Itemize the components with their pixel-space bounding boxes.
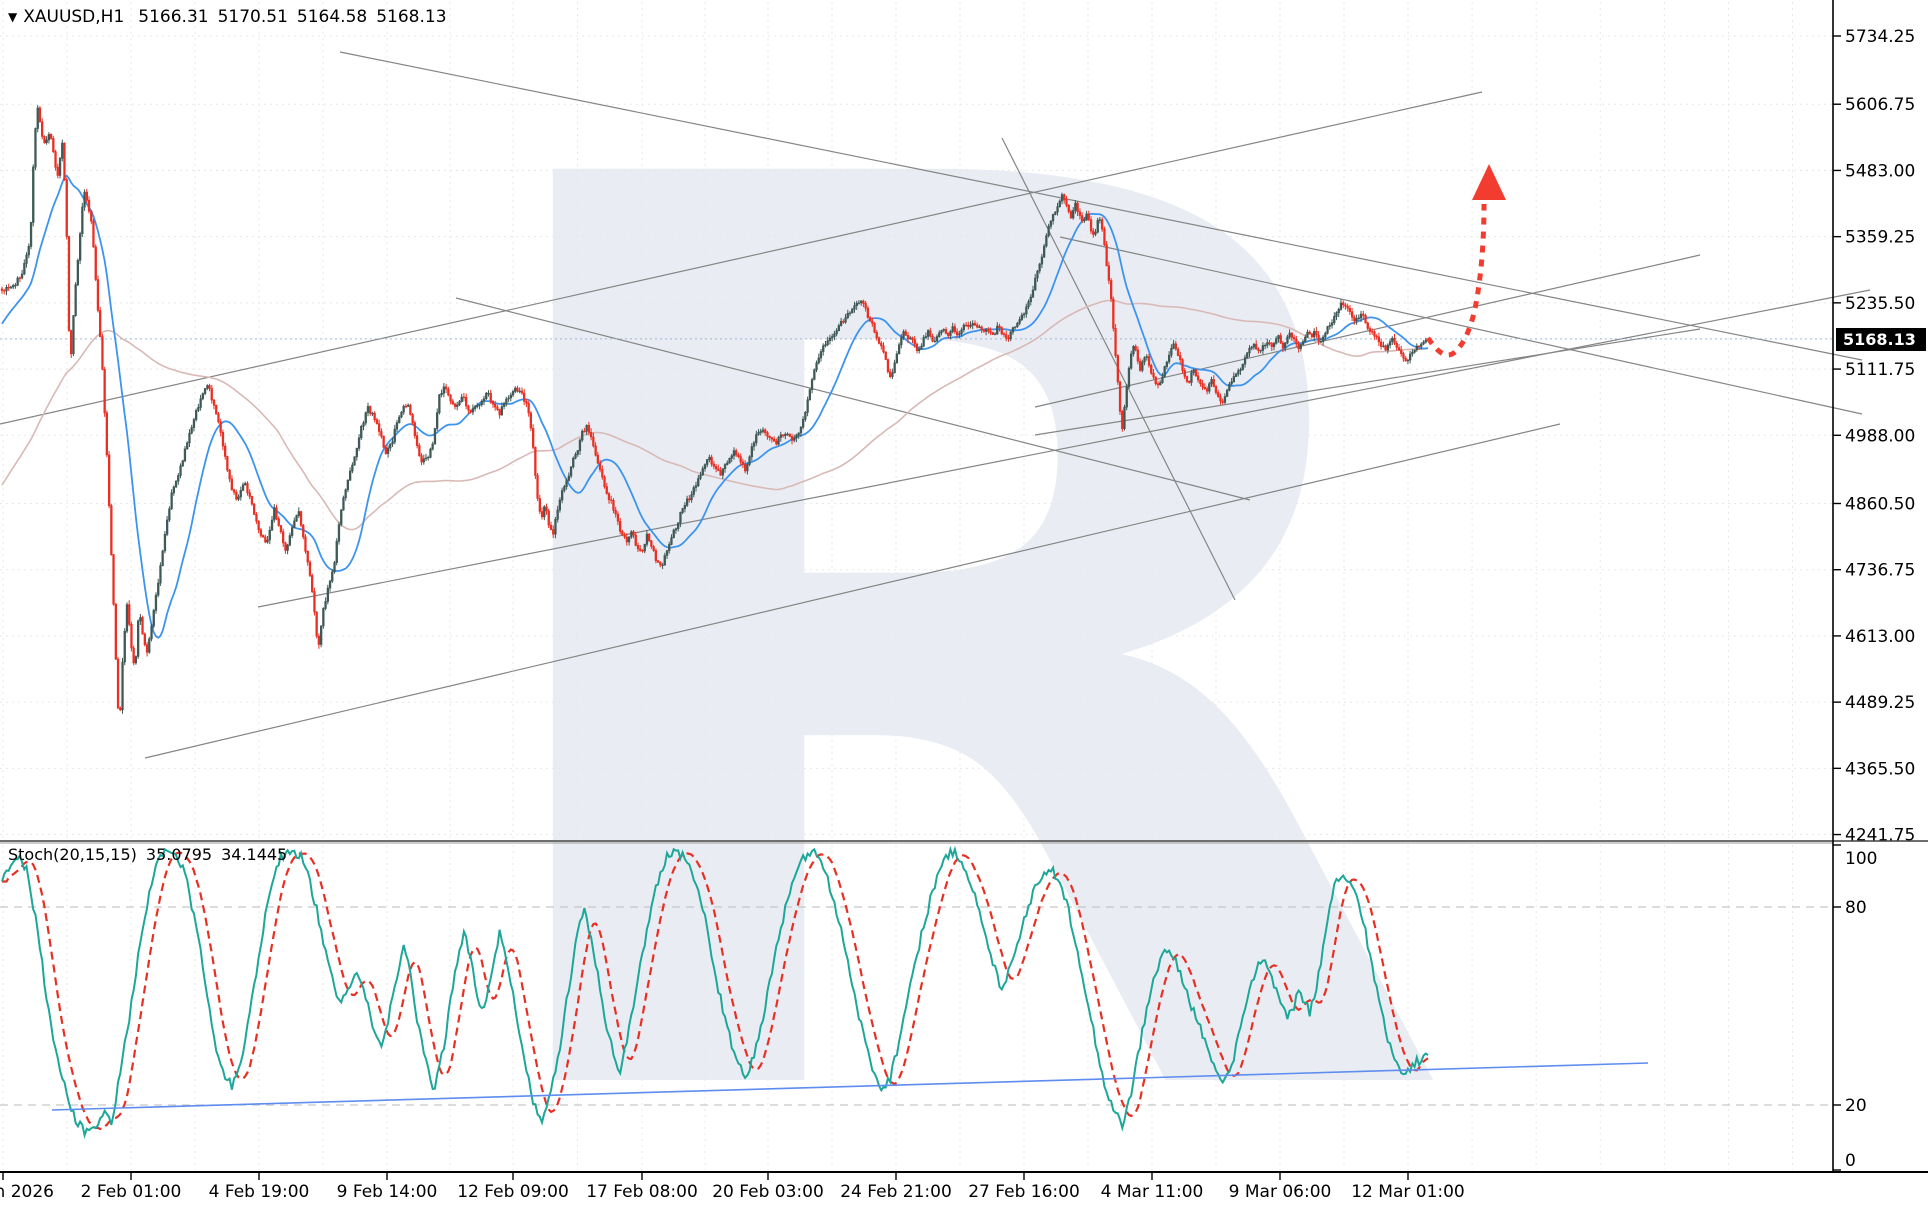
up-bodies <box>5 107 1430 711</box>
time-scale[interactable]: 28 Jan 2026 2 Feb 01:00 4 Feb 19:00 9 Feb 1… <box>0 1172 1465 1202</box>
price-scale-label: 4860.50 <box>1845 494 1915 514</box>
stoch-scale-label: 20 <box>1845 1096 1867 1116</box>
ma-fast-line <box>1 174 1429 639</box>
price-scale-label: 5734.25 <box>1845 27 1915 47</box>
price-scale-label: 4489.25 <box>1845 693 1915 713</box>
trend-line[interactable] <box>455 297 1251 501</box>
ohlc-high: 5170.51 <box>217 7 288 27</box>
time-scale-label: 17 Feb 08:00 <box>586 1182 698 1202</box>
price-scale-label: 5359.25 <box>1845 228 1915 248</box>
ohlc-low: 5164.58 <box>296 7 368 27</box>
price-scale-label: 5483.00 <box>1845 161 1915 181</box>
stoch-d-value: 34.1445 <box>221 845 288 864</box>
svg-text:R: R <box>430 0 1460 1212</box>
indicator-name: Stoch(20,15,15) <box>8 845 137 864</box>
price-scale-label: 4988.00 <box>1845 426 1915 446</box>
ohlc-open: 5166.31 <box>138 7 209 27</box>
price-scale-label: 4365.50 <box>1845 759 1915 779</box>
trend-line[interactable] <box>0 91 1483 425</box>
symbol-period: XAUUSD,H1 <box>23 7 125 27</box>
time-scale-label: 9 Mar 06:00 <box>1229 1182 1332 1202</box>
stoch-scale-label: 0 <box>1845 1151 1856 1171</box>
stoch-trend-line[interactable] <box>51 1062 1649 1111</box>
forecast-arrow[interactable] <box>1425 164 1506 358</box>
price-scale-label: 5111.75 <box>1845 360 1915 380</box>
stoch-signal-line <box>2 851 1429 1130</box>
trend-line[interactable] <box>339 51 1863 361</box>
trend-line[interactable] <box>144 423 1561 759</box>
trend-line[interactable] <box>1034 254 1701 408</box>
time-scale-label: 20 Feb 03:00 <box>712 1182 824 1202</box>
price-scale-label: 4241.75 <box>1845 826 1915 846</box>
stochastic-layer <box>1 845 1649 1140</box>
watermark-letter: R <box>430 0 1460 1212</box>
ma-slow-line <box>1 299 1429 531</box>
down-bodies <box>0 107 1421 711</box>
price-scale-label: 4736.75 <box>1845 561 1915 581</box>
time-scale-label: 12 Mar 01:00 <box>1351 1182 1465 1202</box>
trend-lines-layer[interactable] <box>0 51 1871 759</box>
trend-line[interactable] <box>1059 236 1863 415</box>
time-scale-label: 4 Feb 19:00 <box>209 1182 310 1202</box>
symbol-dropdown-icon[interactable]: ▼ <box>8 10 18 24</box>
time-scale-label: 24 Feb 21:00 <box>840 1182 952 1202</box>
time-scale-label: 4 Mar 11:00 <box>1101 1182 1204 1202</box>
time-scale-label: 12 Feb 09:00 <box>457 1182 569 1202</box>
trend-line[interactable] <box>1034 328 1701 436</box>
current-price-badge: 5168.13 <box>1836 328 1926 351</box>
price-scale-label: 5235.50 <box>1845 294 1915 314</box>
time-scale-label: 27 Feb 16:00 <box>968 1182 1080 1202</box>
time-scale-label: 2 Feb 01:00 <box>81 1182 182 1202</box>
price-scale-label: 5606.75 <box>1845 95 1915 115</box>
chart-title: ▼ XAUUSD,H1 5166.31 5170.51 5164.58 5168.13 <box>8 7 456 27</box>
stoch-k-value: 35.0795 <box>145 845 213 864</box>
indicator-label: Stoch(20,15,15) 35.0795 34.1445 <box>8 845 287 864</box>
ohlc-close: 5168.13 <box>376 7 447 27</box>
price-scale-label: 4613.00 <box>1845 627 1915 647</box>
grid-layer <box>0 2 1833 1170</box>
stoch-scale-label: 100 <box>1845 849 1877 869</box>
price-scale[interactable]: 5734.25 5606.75 5483.00 5359.25 5235.50 5111.… <box>1833 27 1915 1171</box>
axes-layer <box>0 0 1928 1173</box>
time-scale-label: 9 Feb 14:00 <box>337 1182 438 1202</box>
candles-layer <box>0 105 1430 714</box>
stoch-main-line <box>1 845 1429 1140</box>
trend-line[interactable] <box>257 289 1871 608</box>
stoch-scale-label: 80 <box>1845 898 1867 918</box>
time-scale-label: 28 Jan 2026 <box>0 1182 54 1202</box>
